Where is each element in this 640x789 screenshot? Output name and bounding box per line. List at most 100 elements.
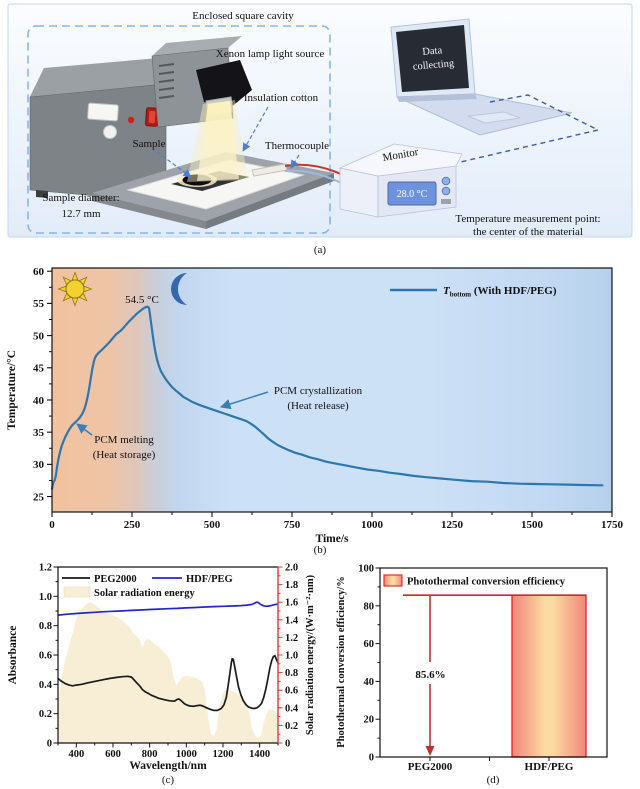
svg-text:1400: 1400 <box>249 749 270 760</box>
monitor-small-button[interactable] <box>441 199 451 204</box>
power-display <box>87 102 119 122</box>
panel-d-efficiency-chart: 85.6% Photothermal conversion efficiency 0… <box>336 564 608 786</box>
svg-text:1.8: 1.8 <box>285 580 298 591</box>
svg-text:0.4: 0.4 <box>285 703 299 714</box>
svg-text:25: 25 <box>33 491 45 503</box>
measurement-note: the center of the material <box>473 226 583 238</box>
svg-text:600: 600 <box>105 749 121 760</box>
svg-text:PEG2000: PEG2000 <box>94 574 137 585</box>
sun-icon <box>57 271 93 307</box>
peg2000-curve <box>57 654 279 712</box>
cavity-label: Enclosed square cavity <box>192 10 294 22</box>
svg-text:PCM crystallization: PCM crystallization <box>274 385 363 397</box>
lamp-vents <box>158 63 175 99</box>
efficiency-value: 85.6% <box>415 669 445 681</box>
laptop-touchpad <box>467 111 521 124</box>
solar-radiation-area <box>58 602 278 743</box>
svg-text:(Heat storage): (Heat storage) <box>93 449 156 461</box>
category-label: HDF/PEG <box>525 761 574 773</box>
monitor-reading: 28.0 °C <box>397 189 428 200</box>
hdf-peg-curve <box>57 601 279 616</box>
data-cable-dashed-line <box>451 94 601 165</box>
lamp-head <box>196 60 252 108</box>
monitor-button[interactable] <box>441 186 451 196</box>
day-night-background <box>52 268 612 512</box>
power-knob <box>103 125 117 139</box>
temperature-curve <box>50 305 604 490</box>
insulation-label: Insulation cotton <box>244 92 319 104</box>
svg-text:0.2: 0.2 <box>285 721 298 732</box>
svg-text:250: 250 <box>124 519 141 531</box>
svg-text:750: 750 <box>284 519 301 531</box>
thermocouple-label: Thermocouple <box>265 140 329 152</box>
panel-a-setup-diagram: Enclosed square cavity <box>7 3 633 256</box>
category-label: PEG2000 <box>408 761 453 773</box>
svg-text:1250: 1250 <box>441 519 464 531</box>
measurement-note: Temperature measurement point: <box>455 213 600 225</box>
svg-text:0.8: 0.8 <box>285 668 298 679</box>
x-axis-label: Time/s <box>315 533 349 545</box>
light-beam <box>187 100 248 182</box>
axes: 400 600 800 1000 1200 1400 0 0.2 0.4 0.6 0.8 1.0 1.2… <box>39 563 299 761</box>
svg-text:1.0: 1.0 <box>39 592 52 603</box>
svg-text:0.6: 0.6 <box>285 686 298 697</box>
svg-text:35: 35 <box>33 427 45 439</box>
panel-a-letter: (a) <box>314 244 327 256</box>
svg-text:1500: 1500 <box>521 519 544 531</box>
legend: Photothermal conversion efficiency <box>383 574 566 588</box>
svg-text:54.5 °C: 54.5 °C <box>125 294 159 306</box>
svg-text:400: 400 <box>68 749 84 760</box>
left-axis-label: Absorbance <box>7 626 19 685</box>
panel-b-temperature-chart: 54.5 °C PCM melting (Heat storage) PCM crys… <box>6 266 624 556</box>
monitor-screen <box>387 181 437 206</box>
svg-text:0.6: 0.6 <box>39 651 52 662</box>
svg-text:0: 0 <box>285 739 290 750</box>
thermocouple-arrow <box>290 154 300 169</box>
svg-text:1.6: 1.6 <box>285 598 298 609</box>
svg-text:30: 30 <box>33 459 45 471</box>
svg-text:1.2: 1.2 <box>285 633 298 644</box>
svg-text:0.4: 0.4 <box>39 680 53 691</box>
svg-text:2.0: 2.0 <box>285 563 298 574</box>
svg-text:1200: 1200 <box>213 749 234 760</box>
svg-text:500: 500 <box>204 519 221 531</box>
panel-b-letter: (b) <box>314 544 327 556</box>
svg-text:0: 0 <box>49 519 55 531</box>
svg-text:60: 60 <box>364 639 375 650</box>
panel-c-absorbance-chart: PEG2000 HDF/PEG Solar radiation energy 400 6… <box>7 563 316 787</box>
svg-text:100: 100 <box>358 564 374 575</box>
svg-text:0: 0 <box>369 753 374 764</box>
efficiency-arrow <box>425 595 435 756</box>
power-switch <box>145 107 159 127</box>
sample-arrow <box>156 151 192 178</box>
svg-text:0: 0 <box>47 739 52 750</box>
svg-text:1.0: 1.0 <box>285 651 298 662</box>
svg-text:80: 80 <box>364 601 375 612</box>
sample-diameter-note: 12.7 mm <box>61 208 101 220</box>
svg-text:1750: 1750 <box>601 519 624 531</box>
laptop-screen-text: collecting <box>412 58 455 73</box>
svg-text:1.4: 1.4 <box>285 615 299 626</box>
svg-text:20: 20 <box>364 715 375 726</box>
svg-text:1000: 1000 <box>176 749 197 760</box>
sample-label: Sample <box>133 138 166 150</box>
svg-text:55: 55 <box>33 298 45 310</box>
moon-icon <box>171 273 187 305</box>
efficiency-bar <box>511 594 587 758</box>
svg-text:Solar radiation energy: Solar radiation energy <box>94 588 195 599</box>
right-axis-label: Solar radiation energy/(W·m⁻²·nm) <box>305 574 316 735</box>
svg-text:0.2: 0.2 <box>39 709 52 720</box>
svg-text:0.8: 0.8 <box>39 621 52 632</box>
svg-text:1.2: 1.2 <box>39 563 52 574</box>
axes: 0 250 500 750 1000 1250 1500 1750 25 30 35 40 45 50 55… <box>33 266 624 531</box>
laptop-screen-text: Data <box>422 45 443 58</box>
panel-d-letter: (d) <box>487 774 500 786</box>
svg-text:HDF/PEG: HDF/PEG <box>186 574 233 585</box>
power-indicator-light <box>127 116 135 124</box>
svg-text:Tbottom (With HDF/PEG): Tbottom (With HDF/PEG) <box>443 285 557 299</box>
monitor-button[interactable] <box>441 176 451 186</box>
legend: PEG2000 HDF/PEG Solar radiation energy <box>62 574 233 599</box>
enclosed-cavity-box <box>27 25 331 234</box>
svg-text:50: 50 <box>33 330 45 342</box>
